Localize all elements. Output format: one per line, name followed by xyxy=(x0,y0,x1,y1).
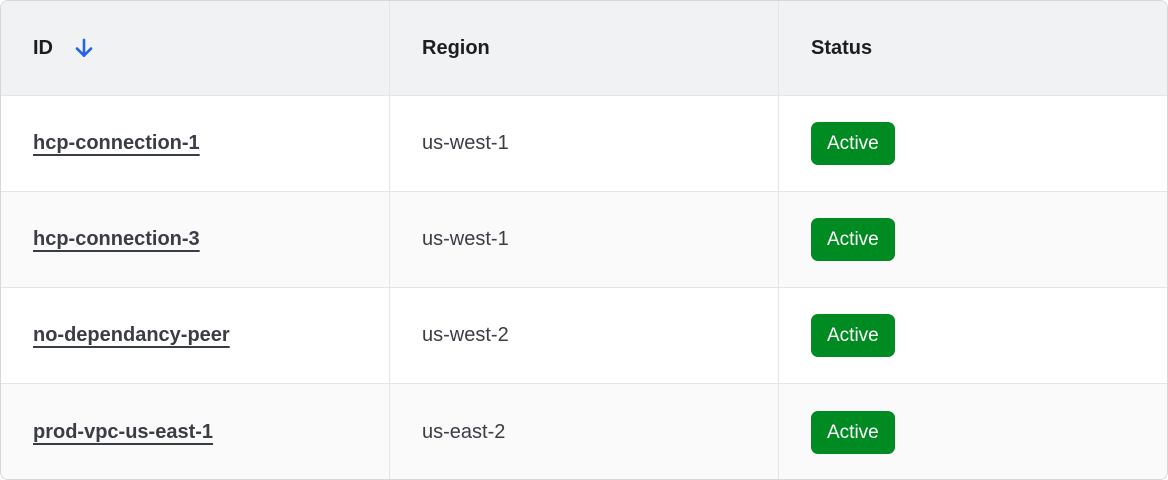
status-cell: Active xyxy=(779,384,1167,479)
status-cell: Active xyxy=(779,192,1167,287)
column-header-region[interactable]: Region xyxy=(390,1,779,95)
status-badge: Active xyxy=(811,410,895,454)
connection-id-link[interactable]: no-dependancy-peer xyxy=(33,324,230,346)
table-row: no-dependancy-peer us-west-2 Active xyxy=(1,288,1167,384)
status-badge: Active xyxy=(811,122,895,165)
sort-descending-arrow-icon[interactable] xyxy=(71,35,97,61)
column-header-region-label: Region xyxy=(422,36,490,59)
status-badge: Active xyxy=(811,314,895,357)
id-cell: no-dependancy-peer xyxy=(1,288,390,383)
column-header-status-label: Status xyxy=(811,36,873,59)
table-row: hcp-connection-3 us-west-1 Active xyxy=(1,192,1167,288)
column-header-id[interactable]: ID xyxy=(1,1,390,95)
status-badge: Active xyxy=(811,218,895,261)
status-cell: Active xyxy=(779,96,1167,191)
region-cell: us-west-2 xyxy=(390,288,779,383)
region-cell: us-east-2 xyxy=(390,384,779,479)
status-cell: Active xyxy=(779,288,1167,383)
region-cell: us-west-1 xyxy=(390,192,779,287)
connection-id-link[interactable]: prod-vpc-us-east-1 xyxy=(33,420,214,443)
table-row: prod-vpc-us-east-1 us-east-2 Active xyxy=(1,384,1167,479)
column-header-id-label: ID xyxy=(33,36,53,59)
id-cell: hcp-connection-1 xyxy=(1,96,390,191)
connection-id-link[interactable]: hcp-connection-1 xyxy=(33,132,200,154)
table-header-row: ID Region Status xyxy=(1,1,1167,96)
region-cell: us-west-1 xyxy=(390,96,779,191)
id-cell: prod-vpc-us-east-1 xyxy=(1,384,390,479)
connection-id-link[interactable]: hcp-connection-3 xyxy=(33,228,200,250)
column-header-status[interactable]: Status xyxy=(779,1,1167,95)
id-cell: hcp-connection-3 xyxy=(1,192,390,287)
table-row: hcp-connection-1 us-west-1 Active xyxy=(1,96,1167,192)
